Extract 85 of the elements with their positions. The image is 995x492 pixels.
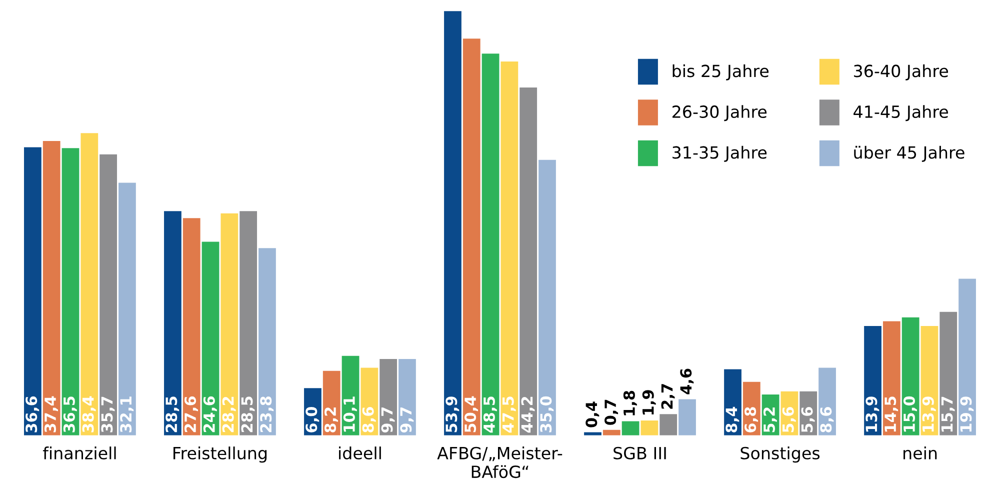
x-tick-label: AFBG/„Meister- BAföG“	[437, 446, 562, 478]
bar	[164, 211, 182, 436]
data-label: 15,0	[903, 396, 917, 432]
bar	[258, 248, 276, 436]
bar	[902, 317, 920, 436]
data-label: 13,9	[866, 396, 880, 432]
data-label: 23,8	[260, 396, 274, 432]
data-label: 6,8	[744, 407, 758, 432]
bar	[940, 312, 958, 436]
data-label: 28,5	[166, 396, 180, 432]
bar	[220, 213, 238, 436]
bar	[62, 148, 80, 436]
data-label: 5,6	[801, 407, 815, 432]
legend-label: 36-40 Jahre	[854, 64, 948, 80]
data-label: 27,6	[184, 396, 198, 432]
bar	[500, 61, 518, 436]
bar	[444, 11, 462, 436]
x-tick-label: finanziell	[42, 446, 116, 460]
data-label: 44,2	[521, 396, 535, 433]
bar	[660, 414, 678, 436]
data-label: 47,5	[502, 396, 516, 433]
data-label: 10,1	[343, 396, 357, 432]
data-label: 13,9	[922, 396, 936, 432]
bar	[398, 359, 416, 436]
data-label: 8,2	[324, 408, 338, 432]
data-label: 28,5	[241, 396, 255, 432]
data-label: 32,1	[120, 396, 134, 432]
x-tick-label: ideell	[339, 446, 381, 460]
x-tick-label: SGB III	[614, 446, 666, 460]
bar	[100, 154, 117, 436]
data-label: 38,4	[82, 396, 96, 432]
data-label: 28,2	[222, 396, 236, 432]
data-label: 50,4	[464, 396, 478, 432]
data-label: 0,4	[586, 402, 600, 428]
data-label: 35,7	[101, 396, 115, 432]
data-label: 5,2	[763, 408, 777, 432]
bar	[118, 182, 136, 436]
data-label: 37,4	[44, 396, 58, 432]
bar	[380, 359, 398, 436]
bar	[520, 87, 538, 436]
legend-label: 41-45 Jahre	[854, 105, 948, 122]
bar	[182, 218, 200, 436]
data-label: 8,6	[362, 407, 376, 432]
bar	[602, 430, 620, 436]
data-label: 2,7	[661, 384, 675, 409]
bar	[864, 326, 882, 436]
data-label: 53,9	[446, 396, 460, 432]
data-label: 14,5	[884, 396, 898, 432]
bar	[462, 38, 480, 436]
bar	[622, 421, 640, 436]
data-label: 36,5	[63, 396, 77, 432]
data-label: 19,9	[960, 396, 974, 432]
data-label: 8,4	[726, 406, 740, 432]
data-label: 9,7	[400, 407, 414, 433]
data-label: 48,5	[483, 396, 497, 433]
bar	[42, 141, 60, 436]
legend-label: 31-35 Jahre	[672, 146, 767, 162]
data-label: 36,6	[26, 396, 40, 432]
legend-label: über 45 Jahre	[854, 146, 964, 162]
bar	[678, 399, 696, 436]
bar	[640, 420, 658, 436]
legend-label: 26-30 Jahre	[672, 105, 767, 122]
bar	[958, 278, 976, 436]
bar	[24, 147, 42, 436]
bar	[538, 160, 556, 436]
x-tick-label: Sonstiges	[740, 446, 820, 463]
bar	[482, 54, 500, 436]
data-label: 1,8	[623, 390, 637, 416]
x-tick-label: Freistellung	[174, 446, 267, 463]
data-label: 5,6	[782, 407, 796, 432]
data-label: 4,6	[680, 368, 694, 394]
data-label: 1,9	[642, 390, 656, 414]
legend-label: bis 25 Jahre	[672, 64, 769, 80]
bar	[80, 133, 98, 436]
data-label: 15,7	[941, 396, 955, 432]
data-label: 35,0	[540, 396, 554, 432]
x-tick-label: nein	[904, 446, 937, 460]
data-label: 24,6	[203, 396, 217, 432]
data-label: 8,6	[820, 407, 834, 432]
bar	[240, 211, 258, 436]
data-label: 9,7	[381, 407, 395, 433]
data-label: 6,0	[306, 406, 320, 432]
data-label: 0,7	[604, 400, 618, 425]
bar	[202, 242, 220, 436]
bar	[882, 321, 900, 436]
